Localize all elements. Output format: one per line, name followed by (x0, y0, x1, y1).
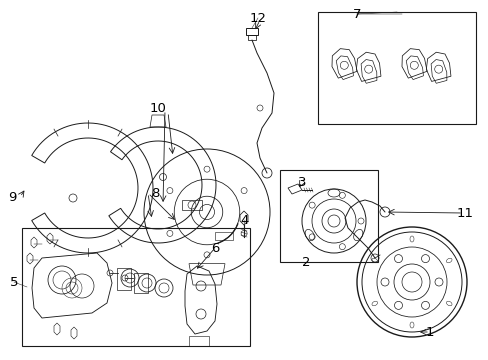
Bar (134, 273, 148, 293)
Bar (245, 28, 258, 35)
Text: 10: 10 (149, 102, 166, 114)
Text: 12: 12 (249, 12, 266, 24)
Text: 11: 11 (456, 207, 472, 220)
Text: 7: 7 (352, 8, 361, 21)
Text: 2: 2 (301, 256, 309, 269)
Text: 4: 4 (240, 213, 249, 226)
Bar (247, 35, 256, 40)
Bar (117, 268, 131, 290)
Text: 5: 5 (10, 275, 18, 288)
Text: 8: 8 (150, 186, 159, 199)
Bar (189, 336, 208, 346)
Text: 6: 6 (210, 242, 219, 255)
Text: 9: 9 (8, 190, 16, 203)
Bar (317, 12, 475, 124)
Bar (280, 170, 377, 262)
Bar (22, 228, 249, 346)
Text: 1: 1 (425, 325, 433, 338)
Text: 3: 3 (297, 176, 305, 189)
Bar (215, 232, 232, 240)
Bar (182, 200, 202, 210)
